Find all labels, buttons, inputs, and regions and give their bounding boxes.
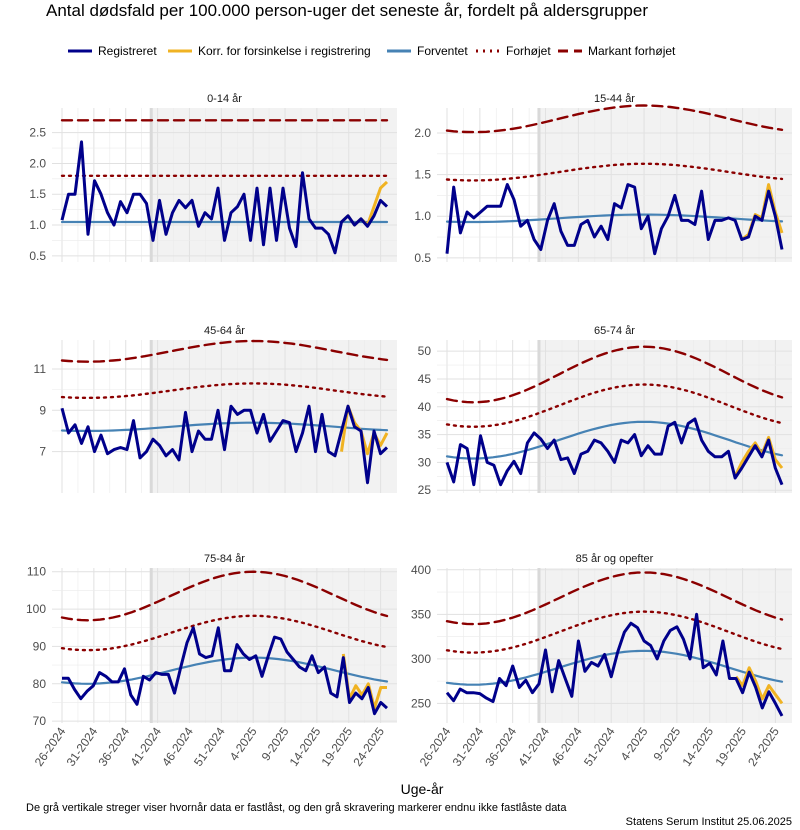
markedly-elevated-line xyxy=(445,571,784,626)
registered-line xyxy=(445,612,784,717)
x-tick-label: 51-2024 xyxy=(581,724,618,768)
unfixed-shading xyxy=(151,568,397,723)
y-tick-label: 40 xyxy=(418,400,432,414)
y-tick-label: 350 xyxy=(411,607,431,621)
panel-title: 65-74 år xyxy=(594,325,635,337)
x-tick-label: 9-2025 xyxy=(259,724,292,763)
x-tick-label: 46-2024 xyxy=(548,724,585,768)
legend-label-forhojet: Forhøjet xyxy=(506,44,551,58)
panel-1: 15-44 år 0.5 1.0 1.5 2.0 xyxy=(414,93,792,265)
x-tick-label: 19-2025 xyxy=(712,724,749,768)
panels: 0-14 år 0.5 1.0 1.5 2.0 2.5 15-44 år 0.5 1.0 1.5 2… xyxy=(26,93,792,769)
registered-line xyxy=(445,183,784,256)
y-tick-label: 400 xyxy=(411,563,431,577)
registered-line xyxy=(60,140,389,255)
x-tick-label: 51-2024 xyxy=(191,724,228,768)
x-tick-label: 36-2024 xyxy=(482,724,519,768)
footnote: De grå vertikale streger viser hvornår d… xyxy=(26,802,567,814)
corrected-line xyxy=(734,666,784,705)
x-tick-label: 36-2024 xyxy=(95,724,132,768)
x-tick-label: 9-2025 xyxy=(650,724,683,763)
panel-title: 0-14 år xyxy=(207,93,242,105)
y-tick-label: 11 xyxy=(34,362,47,376)
expected-line xyxy=(60,421,389,433)
panel-5: 85 år og opefter 250 300 350 400 26-202431-20… xyxy=(411,553,792,769)
y-tick-label: 1.0 xyxy=(414,209,431,223)
y-tick-label: 30 xyxy=(418,455,432,469)
y-tick-label: 1.0 xyxy=(29,218,46,232)
markedly-elevated-line xyxy=(60,570,389,622)
panel-title: 15-44 år xyxy=(594,93,635,105)
y-tick-label: 35 xyxy=(418,428,432,442)
panel-2: 45-64 år 7 9 11 xyxy=(34,325,397,493)
x-tick-label: 41-2024 xyxy=(127,724,164,768)
x-tick-label: 14-2025 xyxy=(287,724,324,768)
markedly-elevated-line xyxy=(445,345,784,404)
y-tick-label: 1.5 xyxy=(29,187,46,201)
elevated-line xyxy=(445,383,784,429)
y-tick-label: 7 xyxy=(39,445,46,459)
x-tick-label: 41-2024 xyxy=(515,724,552,768)
x-tick-label: 4-2025 xyxy=(227,724,260,763)
y-tick-label: 50 xyxy=(418,344,432,358)
y-tick-label: 80 xyxy=(33,677,47,691)
y-tick-label: 1.5 xyxy=(414,168,431,182)
y-tick-label: 70 xyxy=(33,714,47,728)
unfixed-shading xyxy=(151,108,397,262)
panel-title: 85 år og opefter xyxy=(576,553,654,565)
panel-title: 45-64 år xyxy=(204,325,245,337)
x-tick-label: 19-2025 xyxy=(318,724,355,768)
registered-line xyxy=(62,626,389,716)
x-tick-label: 4-2025 xyxy=(618,724,651,763)
legend-label-markant: Markant forhøjet xyxy=(588,44,676,58)
y-tick-label: 2.0 xyxy=(414,126,431,140)
x-tick-label: 24-2025 xyxy=(350,724,387,768)
x-axis-label: Uge-år xyxy=(401,781,444,797)
unfixed-shading xyxy=(151,340,397,493)
legend: Registreret Korr. for forsinkelse i regis… xyxy=(68,44,676,58)
x-tick-label: 14-2025 xyxy=(679,724,716,768)
legend-label-forventet: Forventet xyxy=(417,44,468,58)
x-tick-label: 31-2024 xyxy=(450,724,487,768)
panel-0: 0-14 år 0.5 1.0 1.5 2.0 2.5 xyxy=(29,93,397,263)
y-tick-label: 45 xyxy=(418,372,432,386)
y-tick-label: 0.5 xyxy=(29,249,46,263)
y-tick-label: 100 xyxy=(26,602,46,616)
markedly-elevated-line xyxy=(60,339,389,363)
y-tick-label: 25 xyxy=(418,483,432,497)
registered-line xyxy=(60,404,389,485)
corrected-line xyxy=(341,653,387,710)
y-tick-label: 300 xyxy=(411,652,431,666)
y-tick-label: 110 xyxy=(27,565,46,579)
y-tick-label: 9 xyxy=(39,403,46,417)
legend-label-registreret: Registreret xyxy=(98,44,157,58)
y-tick-label: 0.5 xyxy=(414,251,431,265)
legend-label-korrigeret: Korr. for forsinkelse i registrering xyxy=(198,44,371,58)
x-tick-label: 26-2024 xyxy=(417,724,454,768)
elevated-line xyxy=(445,610,784,654)
unfixed-shading xyxy=(538,340,792,493)
markedly-elevated-line xyxy=(445,104,784,134)
elevated-line xyxy=(60,382,389,400)
panel-3: 65-74 år 25 30 35 40 45 50 xyxy=(418,325,792,497)
y-tick-label: 2.5 xyxy=(29,126,46,140)
y-tick-label: 2.0 xyxy=(29,156,46,170)
x-tick-label: 24-2025 xyxy=(745,724,782,768)
x-tick-label: 26-2024 xyxy=(32,724,69,768)
elevated-line xyxy=(445,162,784,182)
chart-title: Antal dødsfald per 100.000 person-uger d… xyxy=(46,1,648,20)
x-tick-label: 46-2024 xyxy=(159,724,196,768)
y-tick-label: 90 xyxy=(33,639,47,653)
expected-line xyxy=(445,420,784,460)
x-tick-label: 31-2024 xyxy=(64,724,101,768)
panel-4: 75-84 år 70 80 90 100 110 26-202431-202436-202… xyxy=(26,553,397,769)
panel-title: 75-84 år xyxy=(204,553,245,565)
source-label: Statens Serum Institut 25.06.2025 xyxy=(626,816,792,828)
unfixed-shading xyxy=(538,568,792,723)
y-tick-label: 250 xyxy=(411,696,431,710)
registered-line xyxy=(445,417,784,487)
